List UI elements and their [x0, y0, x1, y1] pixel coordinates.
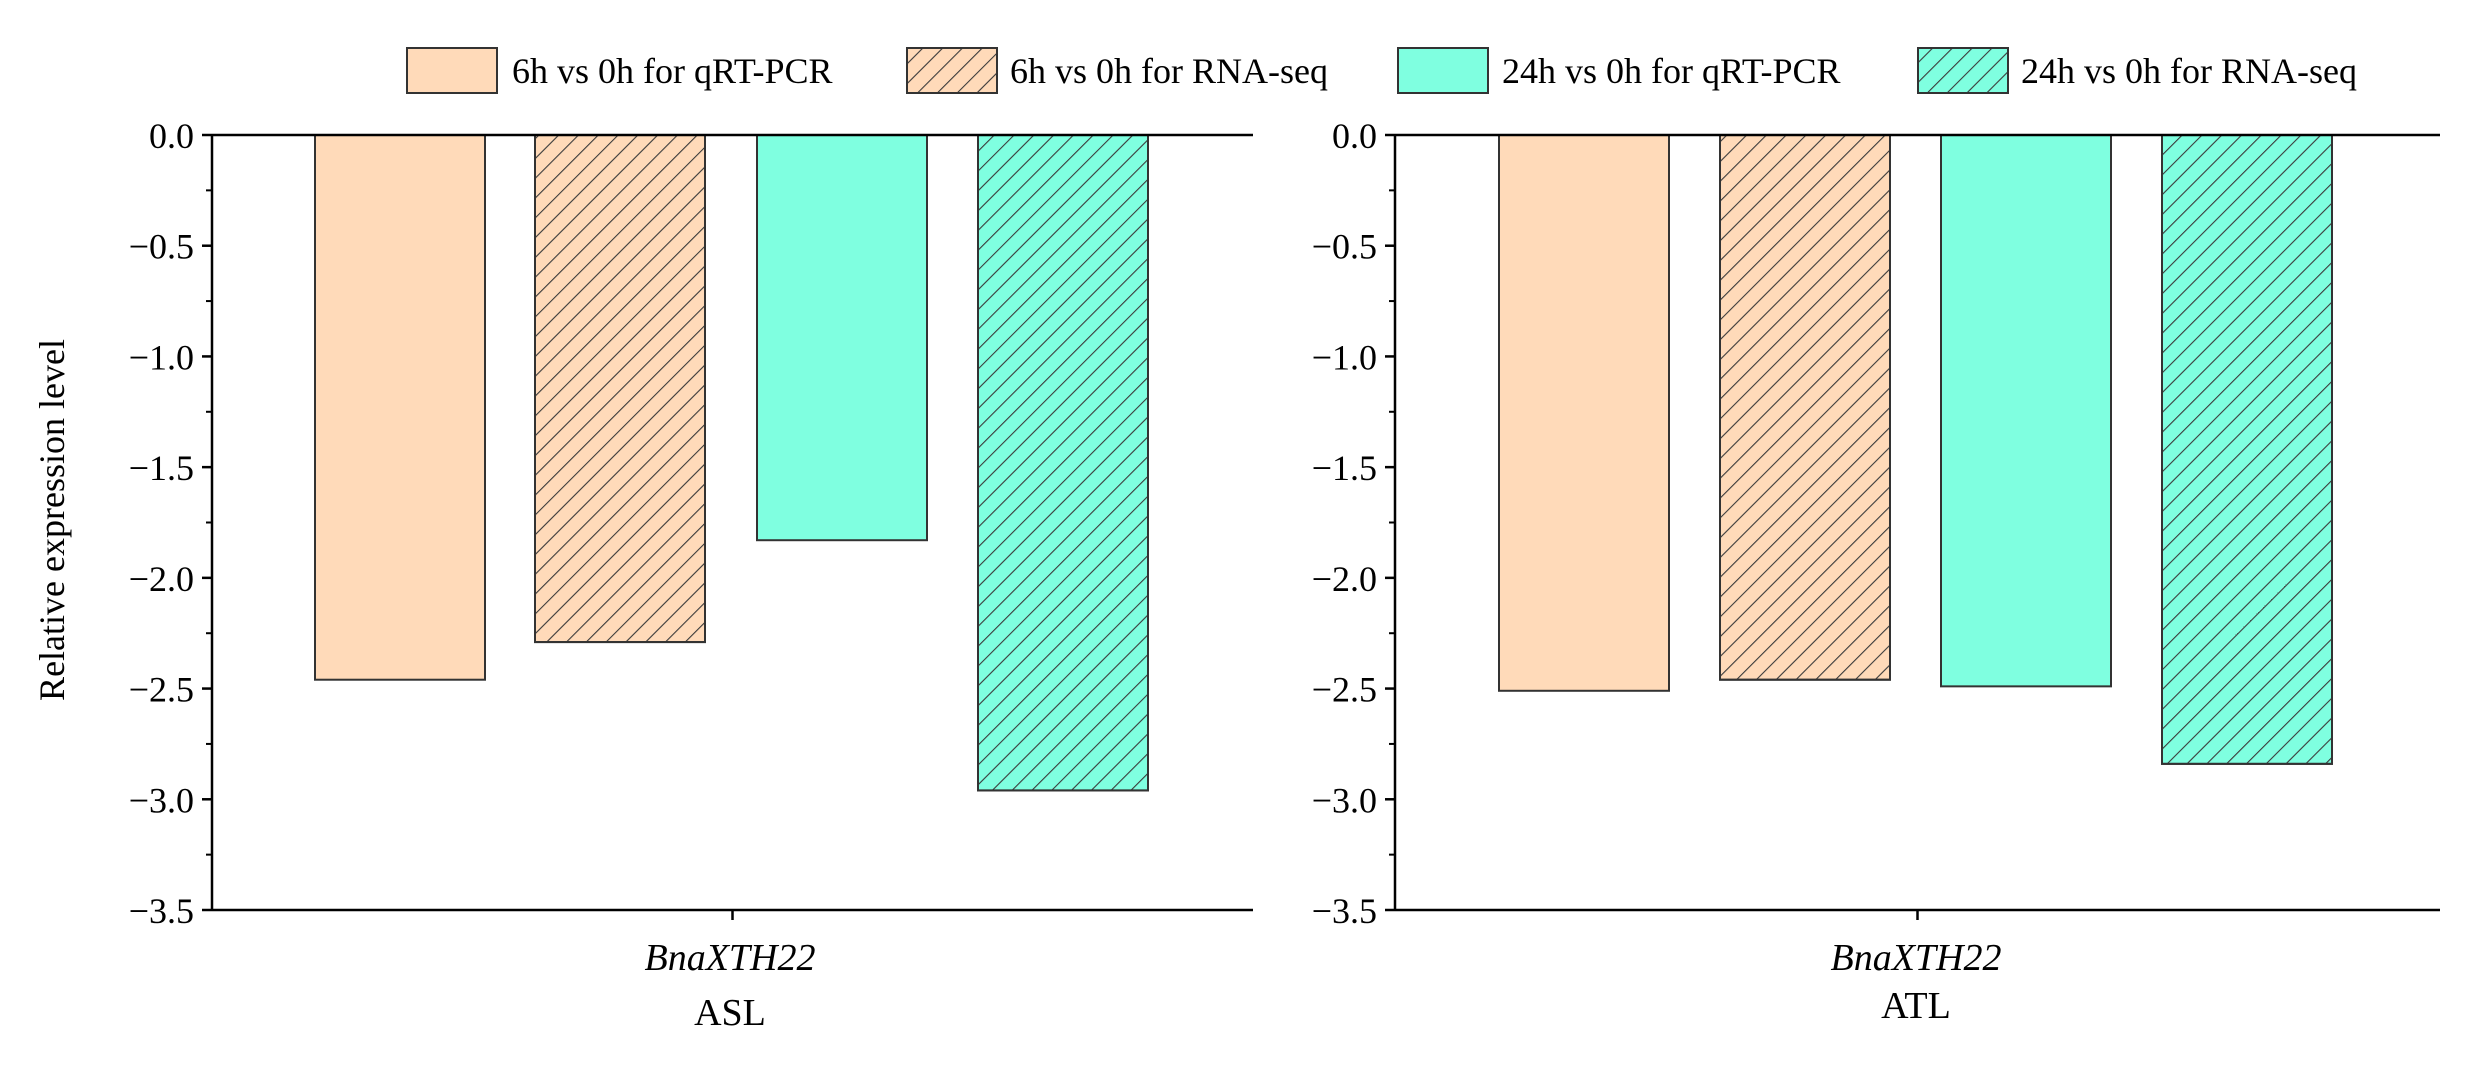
- y-tick-label: −1.5: [129, 448, 194, 488]
- panel-atl: 0.0 −0.5 −1.0 −1.5 −2.0 −2.5 −3.0 −3.5: [1312, 116, 2440, 931]
- legend-swatch: [406, 47, 498, 94]
- bar-hatch-overlay: [1719, 134, 1891, 681]
- legend-label: 24h vs 0h for RNA-seq: [2021, 51, 2357, 91]
- bar-hatch-overlay: [977, 134, 1149, 792]
- y-tick-label: −2.5: [1312, 670, 1377, 710]
- y-tick-label: 0.0: [1332, 116, 1377, 156]
- legend-item-qrtpcr-24h: 24h vs 0h for qRT-PCR: [1397, 47, 1841, 94]
- y-tick-label: −2.5: [129, 670, 194, 710]
- bar-qrtpcr-24h: [756, 134, 928, 542]
- category-label-group: ATL: [1881, 985, 1951, 1027]
- legend-swatch-hatch: [1917, 47, 2009, 94]
- legend-label: 6h vs 0h for RNA-seq: [1010, 51, 1328, 91]
- legend-item-rnaseq-6h: 6h vs 0h for RNA-seq: [906, 47, 1328, 94]
- y-tick-label: 0.0: [149, 116, 194, 156]
- bar-hatch-overlay: [2161, 134, 2333, 765]
- y-tick-label: −3.0: [129, 780, 194, 820]
- y-tick-label: −1.5: [1312, 448, 1377, 488]
- y-tick-label: −2.0: [1312, 559, 1377, 599]
- legend-swatch-hatch: [906, 47, 998, 94]
- y-axis-title: Relative expression level: [32, 339, 72, 701]
- y-tick-label: −3.5: [1312, 891, 1377, 931]
- legend: 6h vs 0h for qRT-PCR 6h vs 0h for RNA-se…: [406, 47, 2357, 94]
- legend-label: 24h vs 0h for qRT-PCR: [1502, 51, 1841, 91]
- bar-qrtpcr-6h: [1498, 134, 1670, 692]
- y-tick-label: −3.5: [129, 891, 194, 931]
- y-tick-label: −2.0: [129, 559, 194, 599]
- bar-qrtpcr-24h: [1940, 134, 2112, 688]
- bar-hatch-overlay: [534, 134, 706, 644]
- category-label-group: ASL: [694, 992, 766, 1034]
- y-tick-label: −0.5: [129, 227, 194, 267]
- legend-swatch: [1397, 47, 1489, 94]
- y-tick-label: −1.0: [1312, 337, 1377, 377]
- legend-item-rnaseq-24h: 24h vs 0h for RNA-seq: [1917, 47, 2357, 94]
- panel-asl: 0.0 −0.5 −1.0 −1.5 −2.0 −2.5 −3.0 −3.5: [129, 116, 1253, 931]
- legend-label: 6h vs 0h for qRT-PCR: [512, 51, 833, 91]
- y-tick-label: −3.0: [1312, 780, 1377, 820]
- y-tick-label: −0.5: [1312, 227, 1377, 267]
- legend-item-qrtpcr-6h: 6h vs 0h for qRT-PCR: [406, 47, 833, 94]
- bar-qrtpcr-6h: [314, 134, 486, 681]
- category-label-gene: BnaXTH22: [1831, 937, 2002, 979]
- category-label-gene: BnaXTH22: [645, 937, 816, 979]
- y-tick-label: −1.0: [129, 337, 194, 377]
